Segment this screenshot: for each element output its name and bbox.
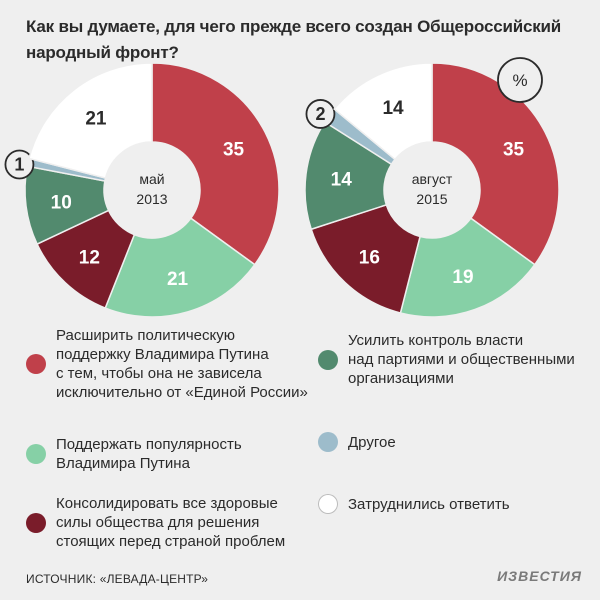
donut-chart-1: 35 21 12 10 1 21 май 2013 [4,62,280,318]
legend-swatch [318,432,338,452]
legend-item-other: Другое [318,432,598,452]
center-label-period: август [412,171,453,187]
slice-label: 35 [223,139,245,160]
slice-consolidate [310,203,421,314]
legend-swatch [318,349,338,370]
slice-dont-know [333,62,433,161]
center-label-year: 2015 [416,191,447,207]
legend-item-popularity: Поддержать популярность Владимира Путина [26,435,326,473]
chart-title: Как вы думаете, для чего прежде всего со… [26,14,586,66]
title-line-1: Как вы думаете, для чего прежде всего со… [26,17,562,36]
legend-label: Другое [348,433,396,451]
legend-item-dont-know: Затруднились ответить [318,494,598,514]
slice-label: 10 [51,192,72,213]
slice-label-bubble [305,99,336,129]
legend-swatch [318,494,338,514]
slice-label: 14 [382,98,404,119]
source-note: ИСТОЧНИК: «ЛЕВАДА-ЦЕНТР» [26,572,209,586]
legend-swatch [26,444,46,464]
slice-label: 21 [167,269,189,290]
slice-label-bubble [4,149,35,180]
slice-support-putin [151,62,280,266]
title-line-2: народный фронт? [26,43,179,62]
donut-chart-2: 35 19 16 14 2 14 август 2015 [304,62,560,318]
donut-hole [385,143,479,237]
slice-label: 35 [503,139,525,160]
slice-popularity [104,217,256,318]
slice-label: 2 [315,104,325,124]
legend-item-consolidate: Консолидировать все здоровые силы общест… [26,494,326,551]
slice-dont-know [28,62,153,179]
legend-item-control: Усилить контроль власти над партиями и о… [318,331,598,388]
center-label-year: 2013 [136,191,167,207]
center-label-period: май [139,171,164,187]
legend-item-support-putin: Расширить политическую поддержку Владими… [26,326,326,402]
slice-label: 21 [85,109,107,130]
legend-label: Расширить политическую поддержку Владими… [56,327,308,401]
brand-logo: ИЗВЕСТИЯ [497,568,582,584]
legend-swatch [26,512,46,533]
slice-label: 12 [79,248,100,269]
legend-label: Усилить контроль власти над партиями и о… [348,332,575,387]
legend-label: Затруднились ответить [348,495,510,513]
slice-popularity [399,217,536,318]
legend-swatch [26,354,46,374]
legend-label: Консолидировать все здоровые силы общест… [56,495,286,550]
slice-label: 1 [14,155,24,175]
legend-label: Поддержать популярность Владимира Путина [56,436,242,472]
slice-label: 16 [359,248,380,269]
slice-label: 19 [452,267,473,288]
percent-badge-label: % [512,71,527,90]
percent-badge [497,57,543,103]
donut-hole [105,143,199,237]
slice-label: 14 [331,170,353,191]
